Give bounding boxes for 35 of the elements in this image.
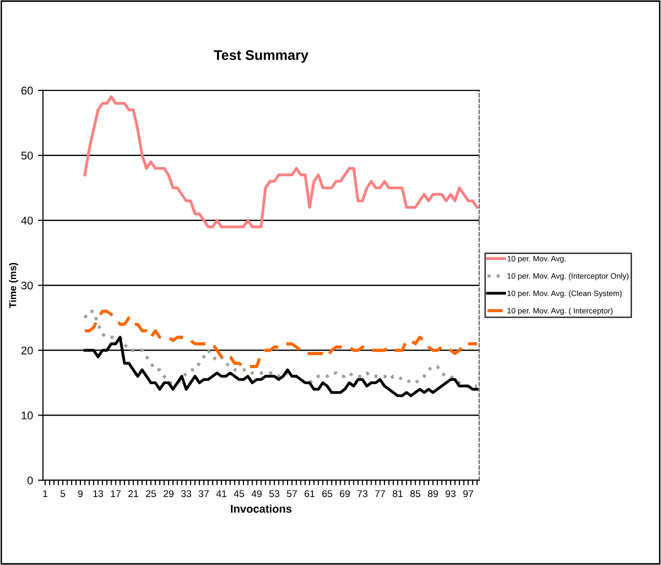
x-tick-label: 45 [234, 490, 244, 498]
x-tick-label: 89 [428, 490, 438, 498]
x-tick-label: 1 [43, 490, 48, 498]
x-tick-label: 77 [375, 490, 385, 498]
x-tick-label: 85 [410, 490, 420, 498]
x-tick-label: 57 [286, 490, 297, 498]
x-tick-label: 73 [358, 490, 368, 498]
y-tick-label: 30 [21, 282, 33, 290]
x-tick-label: 69 [340, 490, 350, 498]
x-tick-label: 29 [164, 490, 174, 498]
x-tick-label: 53 [269, 490, 280, 498]
x-tick-label: 41 [216, 490, 226, 498]
y-axis-title: Time (ms) [9, 262, 18, 308]
y-tick-label: 60 [21, 86, 33, 95]
x-tick-label: 33 [181, 490, 192, 498]
y-tick-label: 40 [21, 216, 33, 224]
x-tick-label: 25 [146, 490, 156, 498]
x-axis-title: Invocations [230, 504, 292, 513]
x-tick-label: 61 [304, 490, 314, 498]
x-tick-label: 49 [252, 490, 262, 498]
x-tick-label: 65 [322, 490, 332, 498]
x-tick-label: 97 [463, 490, 474, 498]
y-tick-label: 50 [21, 152, 33, 160]
x-tick-label: 9 [78, 490, 83, 498]
x-tick-label: 13 [93, 490, 104, 498]
x-tick-label: 21 [128, 490, 138, 498]
y-tick-label: 20 [21, 346, 33, 354]
x-tick-label: 81 [392, 490, 403, 498]
x-tick-label: 93 [446, 490, 456, 498]
x-tick-label: 17 [111, 490, 121, 498]
y-tick-label: 0 [28, 476, 33, 484]
x-tick-label: 5 [60, 490, 66, 498]
x-tick-label: 37 [198, 490, 209, 498]
y-tick-label: 10 [22, 412, 33, 420]
chart-title: Test Summary [214, 50, 308, 63]
